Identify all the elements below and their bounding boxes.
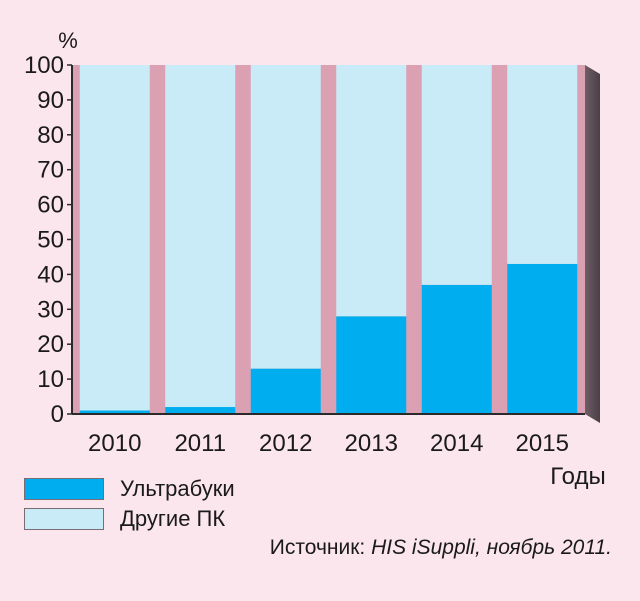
- bar-other-pc-2015: [507, 65, 578, 264]
- x-axis-title: Годы: [550, 463, 605, 490]
- bar-other-pc-2014: [421, 65, 492, 285]
- y-tick-label-80: 80: [37, 122, 64, 149]
- legend-swatch-ultrabooks: [24, 478, 104, 500]
- y-tick-label-100: 100: [24, 52, 64, 79]
- y-tick-label-70: 70: [37, 157, 64, 184]
- y-tick-label-90: 90: [37, 87, 64, 114]
- y-tick-label-60: 60: [37, 192, 64, 219]
- x-tick-label-2010: 2010: [88, 430, 141, 457]
- legend-label-other-pc: Другие ПК: [120, 506, 226, 531]
- x-tick-label-2011: 2011: [174, 430, 226, 457]
- bar-ultrabooks-2014: [421, 284, 492, 414]
- legend-label-ultrabooks: Ультрабуки: [120, 476, 235, 501]
- bar-other-pc-2011: [165, 65, 236, 408]
- x-tick-label-2013: 2013: [345, 430, 398, 457]
- bar-ultrabooks-2013: [336, 316, 407, 414]
- bar-ultrabooks-2012: [250, 368, 321, 414]
- plot-shadow: [585, 65, 600, 423]
- x-tick-label-2015: 2015: [516, 430, 569, 457]
- y-axis: 0 10 20 30 40 50 60 70 80 90 100: [24, 52, 73, 428]
- plot-background: [72, 65, 585, 414]
- legend-swatch-other-pc: [24, 508, 104, 530]
- x-axis: 2010 2011 2012 2013 2014 2015: [72, 413, 585, 457]
- y-tick-label-20: 20: [37, 331, 64, 358]
- y-tick-label-30: 30: [37, 296, 64, 323]
- legend-item-other-pc: Другие ПК: [24, 504, 235, 534]
- x-tick-label-2012: 2012: [259, 430, 312, 457]
- bar-other-pc-2013: [336, 65, 407, 317]
- bar-other-pc-2012: [250, 65, 321, 369]
- source-prefix: Источник:: [269, 536, 372, 559]
- source-note: Источник: HIS iSuppli, ноябрь 2011.: [270, 536, 612, 560]
- y-tick-label-50: 50: [37, 227, 64, 254]
- y-axis-unit-label: %: [58, 28, 78, 53]
- bar-ultrabooks-2010: [79, 410, 150, 414]
- y-tick-label-0: 0: [51, 401, 64, 428]
- bar-ultrabooks-2011: [165, 407, 236, 414]
- legend: Ультрабуки Другие ПК: [24, 474, 235, 534]
- bar-ultrabooks-2015: [507, 263, 578, 414]
- y-tick-label-40: 40: [37, 261, 64, 288]
- source-detail: HIS iSuppli, ноябрь 2011.: [371, 536, 612, 559]
- x-tick-label-2014: 2014: [430, 430, 483, 457]
- y-tick-label-10: 10: [37, 366, 64, 393]
- legend-item-ultrabooks: Ультрабуки: [24, 474, 235, 504]
- bar-other-pc-2010: [79, 65, 150, 411]
- bars-group: [79, 65, 578, 414]
